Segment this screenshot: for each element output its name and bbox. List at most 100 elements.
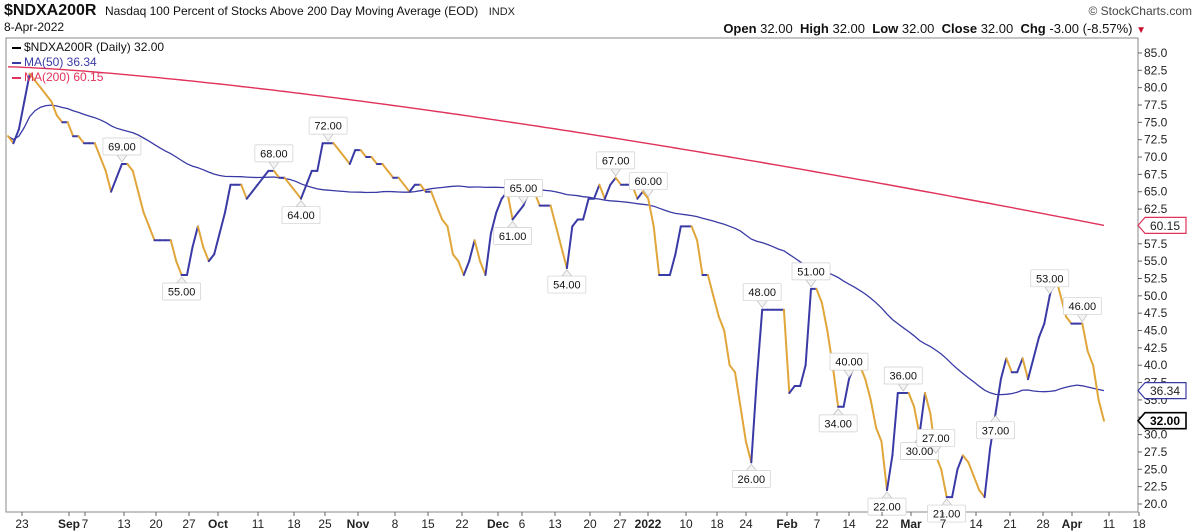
data-label: 61.00 <box>493 220 532 245</box>
price-segment <box>820 301 829 332</box>
legend-main-label: $NDXA200R (Daily) 32.00 <box>24 40 165 54</box>
x-tick-label: 14 <box>842 517 856 531</box>
data-label-text: 37.00 <box>982 425 1010 437</box>
x-tick-label: Nov <box>347 517 370 531</box>
data-label: 69.00 <box>102 137 142 163</box>
price-segment <box>999 357 1008 381</box>
y-tick-label: 22.5 <box>1144 480 1168 494</box>
price-segment <box>886 454 894 492</box>
data-label: 36.00 <box>883 366 923 392</box>
x-tick-label: 18 <box>710 517 724 531</box>
price-segment <box>305 169 313 186</box>
price-segment <box>224 183 232 214</box>
x-tick-label: 21 <box>1003 517 1017 531</box>
price-segment <box>891 392 899 457</box>
price-segment <box>690 225 699 242</box>
data-label-text: 53.00 <box>1036 273 1064 285</box>
price-segment <box>967 461 975 478</box>
data-label-text: 26.00 <box>738 474 766 486</box>
price-segment <box>750 378 758 464</box>
price-segment <box>717 315 726 332</box>
y-tick-label: 67.5 <box>1144 167 1168 181</box>
price-segment <box>1005 357 1013 374</box>
price-segment <box>652 225 661 276</box>
price-segment <box>994 378 1002 415</box>
price-segment <box>831 364 840 408</box>
y-tick-label: 72.5 <box>1144 133 1168 147</box>
price-segment <box>799 364 807 387</box>
price-segment <box>1097 398 1105 422</box>
chg-value: -3.00 (-8.57%) <box>1049 21 1133 36</box>
price-segment <box>338 149 346 158</box>
plot-frame <box>5 37 1139 513</box>
price-segment <box>408 183 416 193</box>
data-label: 72.00 <box>308 116 348 142</box>
legend-swatch-main <box>12 46 21 49</box>
price-segment <box>723 329 731 367</box>
x-tick-label: Feb <box>776 517 797 531</box>
data-label-text: 34.00 <box>824 418 852 430</box>
price-segment <box>386 169 395 179</box>
data-label-text: 69.00 <box>108 141 136 153</box>
x-tick-label: 11 <box>1103 517 1116 531</box>
x-tick-label: 7 <box>814 517 821 531</box>
y-tick-label: 50.0 <box>1144 289 1168 303</box>
price-segment <box>549 204 557 228</box>
data-label: 67.00 <box>596 151 636 177</box>
y-tick-label: 65.0 <box>1144 185 1168 199</box>
price-segment <box>12 128 20 145</box>
price-segment <box>712 294 720 318</box>
price-segment <box>66 121 75 138</box>
y-tick-label: 45.0 <box>1144 324 1168 338</box>
price-segment <box>864 378 872 401</box>
price-segment <box>272 169 281 179</box>
price-segment <box>674 225 682 256</box>
price-segment <box>918 392 926 436</box>
data-label-text: 46.00 <box>1069 301 1097 313</box>
legend-ma50: MA(50) 36.34 <box>12 55 97 69</box>
price-segment <box>191 225 199 249</box>
price-segment <box>924 392 932 415</box>
legend-ma200-label: MA(200) 60.15 <box>24 70 104 84</box>
price-segment <box>137 190 145 214</box>
price-segment <box>983 447 992 499</box>
data-label: 21.00 <box>927 498 967 523</box>
price-segment <box>940 468 948 499</box>
price-segment <box>39 86 47 96</box>
symbol-description: Nasdaq 100 Percent of Stocks Above 200 D… <box>104 4 479 18</box>
x-tick-label: 23 <box>15 517 29 531</box>
price-segment <box>815 287 823 304</box>
x-tick-label: 15 <box>421 517 435 531</box>
price-segment <box>196 225 205 249</box>
chart-date: 8-Apr-2022 <box>4 20 65 34</box>
price-segment <box>593 183 601 200</box>
data-label-text: 48.00 <box>748 287 776 299</box>
x-tick-label: Sep <box>58 517 80 531</box>
data-label-text: 51.00 <box>797 266 825 278</box>
data-label: 68.00 <box>254 144 294 170</box>
price-segment <box>451 253 460 263</box>
price-segment <box>50 100 58 117</box>
data-label: 53.00 <box>1030 269 1070 295</box>
open-value: 32.00 <box>760 21 793 36</box>
data-label: 65.00 <box>504 179 543 205</box>
price-segment <box>403 183 411 193</box>
price-segment <box>582 197 590 221</box>
legend-swatch-ma50 <box>12 61 21 64</box>
symbol-title: $NDXA200R <box>4 2 97 19</box>
data-label-text: 22.00 <box>873 502 901 514</box>
y-tick-label: 70.0 <box>1144 150 1168 164</box>
ma50-line <box>7 104 1105 396</box>
y-tick-label: 27.5 <box>1144 445 1168 459</box>
x-tick-label: 22 <box>875 517 889 531</box>
price-segment <box>218 211 226 235</box>
price-segment <box>907 392 916 408</box>
data-label-text: 55.00 <box>168 287 196 299</box>
price-segment <box>430 190 438 207</box>
data-label: 54.00 <box>547 269 587 294</box>
y-tick-label: 20.0 <box>1144 497 1168 511</box>
price-segment <box>603 183 612 200</box>
price-segment <box>462 260 471 276</box>
price-segment <box>240 183 248 200</box>
price-segment <box>175 260 183 276</box>
